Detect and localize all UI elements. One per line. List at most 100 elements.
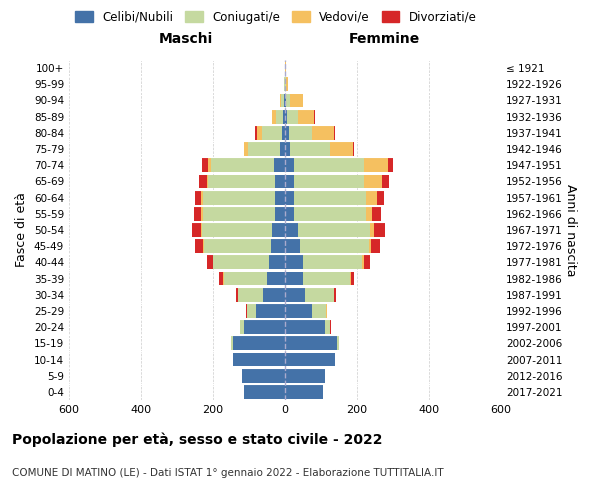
Bar — [303, 272, 350, 285]
Bar — [201, 223, 202, 237]
Bar — [303, 256, 362, 270]
Bar — [208, 174, 275, 188]
Bar — [276, 110, 283, 124]
Bar — [244, 320, 285, 334]
Bar — [211, 158, 274, 172]
Bar — [285, 126, 289, 140]
Bar — [194, 190, 201, 204]
Bar — [267, 272, 285, 285]
Bar — [272, 110, 276, 124]
Bar — [236, 288, 238, 302]
Bar — [285, 352, 335, 366]
Text: Popolazione per età, sesso e stato civile - 2022: Popolazione per età, sesso e stato civil… — [12, 432, 383, 447]
Bar — [224, 272, 267, 285]
Bar — [371, 240, 380, 253]
Bar — [300, 240, 368, 253]
Bar — [294, 174, 364, 188]
Bar — [285, 369, 325, 382]
Bar — [203, 240, 204, 253]
Bar — [373, 207, 382, 220]
Bar — [274, 158, 285, 172]
Bar — [202, 158, 208, 172]
Bar — [312, 126, 334, 140]
Bar — [231, 336, 233, 350]
Bar — [298, 110, 314, 124]
Bar — [312, 304, 326, 318]
Bar — [244, 142, 248, 156]
Text: Maschi: Maschi — [158, 32, 213, 46]
Bar — [284, 94, 285, 108]
Bar — [285, 304, 312, 318]
Bar — [203, 207, 275, 220]
Bar — [364, 256, 370, 270]
Bar — [240, 320, 244, 334]
Bar — [366, 207, 373, 220]
Bar — [280, 142, 285, 156]
Bar — [366, 190, 377, 204]
Bar — [289, 126, 312, 140]
Bar — [298, 223, 370, 237]
Bar — [290, 142, 330, 156]
Bar — [202, 207, 203, 220]
Bar — [271, 240, 285, 253]
Bar — [262, 126, 282, 140]
Bar — [203, 190, 275, 204]
Bar — [327, 304, 328, 318]
Bar — [364, 158, 388, 172]
Bar — [213, 256, 269, 270]
Bar — [364, 174, 382, 188]
Bar — [286, 78, 288, 91]
Bar — [285, 272, 303, 285]
Bar — [255, 126, 257, 140]
Bar — [242, 369, 285, 382]
Bar — [281, 94, 284, 108]
Bar — [337, 336, 339, 350]
Bar — [305, 288, 334, 302]
Bar — [285, 223, 298, 237]
Bar — [388, 158, 393, 172]
Bar — [353, 142, 354, 156]
Bar — [208, 158, 211, 172]
Bar — [285, 174, 294, 188]
Bar — [192, 223, 201, 237]
Bar — [285, 320, 325, 334]
Bar — [269, 256, 285, 270]
Bar — [325, 320, 330, 334]
Bar — [377, 190, 384, 204]
Bar — [334, 288, 336, 302]
Bar — [275, 207, 285, 220]
Bar — [382, 174, 389, 188]
Bar — [275, 190, 285, 204]
Bar — [256, 304, 285, 318]
Text: Femmine: Femmine — [349, 32, 420, 46]
Bar — [219, 272, 223, 285]
Bar — [285, 256, 303, 270]
Bar — [285, 336, 337, 350]
Bar — [204, 240, 271, 253]
Bar — [233, 336, 285, 350]
Bar — [330, 142, 353, 156]
Bar — [257, 126, 262, 140]
Y-axis label: Anni di nascita: Anni di nascita — [563, 184, 577, 276]
Bar — [283, 110, 285, 124]
Text: COMUNE DI MATINO (LE) - Dati ISTAT 1° gennaio 2022 - Elaborazione TUTTITALIA.IT: COMUNE DI MATINO (LE) - Dati ISTAT 1° ge… — [12, 468, 443, 477]
Bar — [201, 190, 203, 204]
Bar — [285, 158, 294, 172]
Bar — [248, 142, 280, 156]
Bar — [294, 190, 366, 204]
Bar — [275, 174, 285, 188]
Bar — [290, 94, 303, 108]
Bar — [280, 94, 281, 108]
Bar — [285, 207, 294, 220]
Legend: Celibi/Nubili, Coniugati/e, Vedovi/e, Divorziati/e: Celibi/Nubili, Coniugati/e, Vedovi/e, Di… — [71, 6, 481, 28]
Bar — [285, 190, 294, 204]
Bar — [244, 385, 285, 399]
Bar — [350, 272, 351, 285]
Bar — [287, 110, 298, 124]
Bar — [282, 126, 285, 140]
Bar — [285, 240, 300, 253]
Bar — [368, 240, 371, 253]
Bar — [194, 207, 202, 220]
Bar — [199, 174, 206, 188]
Bar — [294, 158, 364, 172]
